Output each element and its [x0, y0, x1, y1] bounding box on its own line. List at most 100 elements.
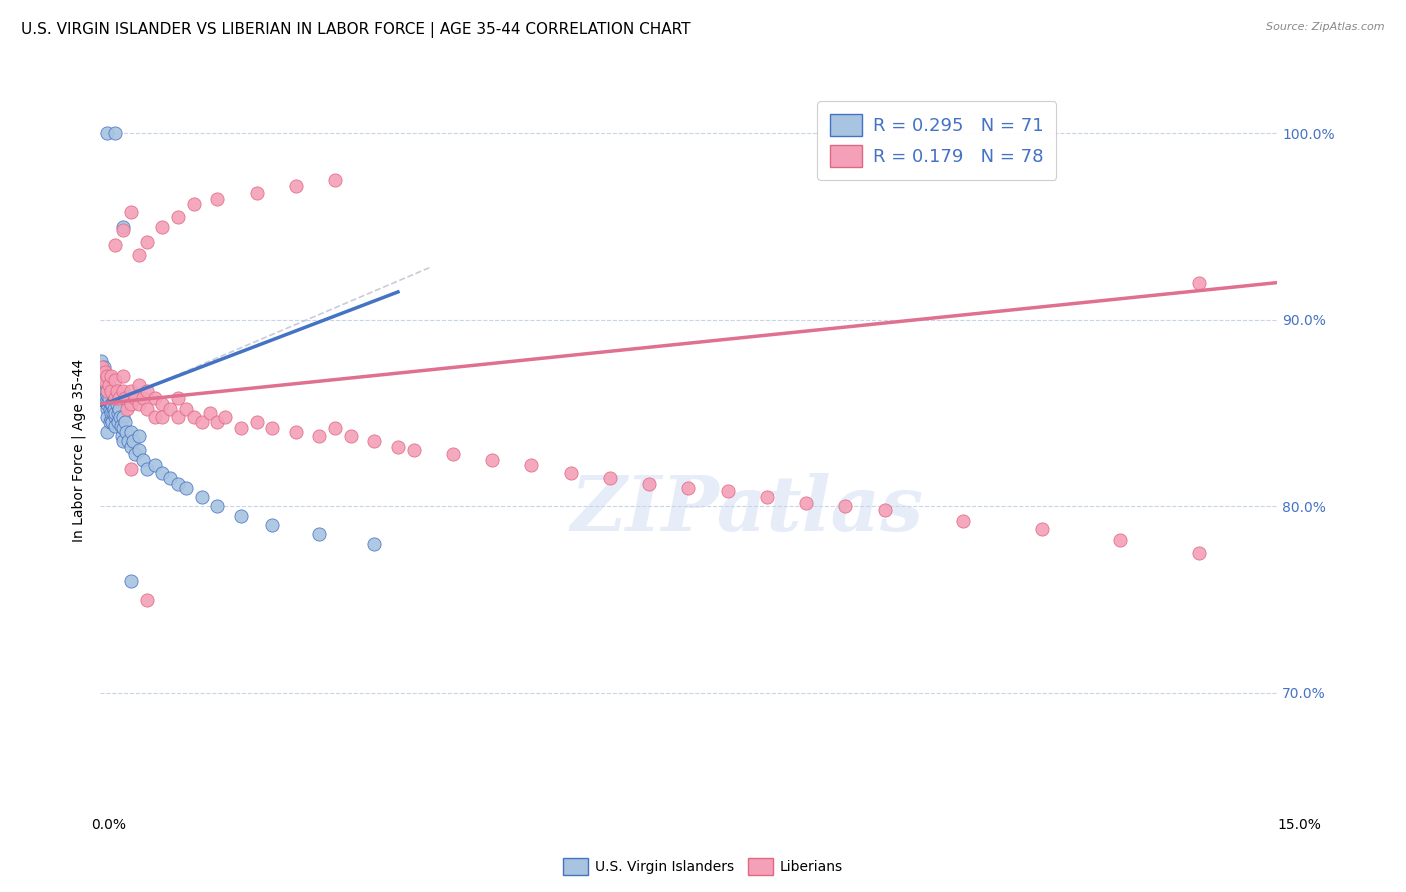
Point	[323, 173, 346, 187]
Point	[104, 406, 127, 420]
Point	[101, 387, 124, 401]
Point	[167, 391, 190, 405]
Point	[229, 421, 252, 435]
Point	[481, 452, 503, 467]
Point	[167, 477, 190, 491]
Point	[340, 428, 363, 442]
Point	[101, 397, 124, 411]
Point	[323, 421, 346, 435]
Point	[112, 223, 135, 237]
Point	[207, 192, 229, 206]
Point	[94, 395, 117, 409]
Point	[207, 500, 229, 514]
Point	[98, 391, 121, 405]
Point	[128, 397, 150, 411]
Point	[363, 434, 385, 449]
Point	[1188, 276, 1211, 290]
Point	[108, 409, 131, 424]
Text: 0.0%: 0.0%	[91, 818, 127, 832]
Point	[110, 428, 132, 442]
Point	[284, 425, 307, 439]
Point	[135, 592, 157, 607]
Point	[112, 409, 135, 424]
Point	[108, 402, 131, 417]
Point	[132, 452, 155, 467]
Point	[104, 373, 127, 387]
Point	[520, 458, 543, 473]
Point	[120, 440, 142, 454]
Point	[560, 466, 582, 480]
Point	[794, 496, 817, 510]
Point	[284, 178, 307, 193]
Point	[91, 373, 114, 387]
Point	[112, 219, 135, 234]
Point	[402, 443, 425, 458]
Point	[152, 409, 174, 424]
Point	[1109, 533, 1132, 547]
Point	[114, 416, 136, 430]
Point	[143, 409, 166, 424]
Point	[96, 384, 118, 398]
Point	[152, 466, 174, 480]
Point	[103, 409, 125, 424]
Point	[120, 204, 142, 219]
Point	[135, 235, 157, 249]
Point	[94, 391, 117, 405]
Point	[246, 186, 269, 200]
Point	[104, 127, 127, 141]
Point	[93, 384, 115, 398]
Point	[94, 375, 117, 389]
Point	[167, 409, 190, 424]
Point	[120, 574, 142, 588]
Point	[100, 411, 122, 425]
Y-axis label: In Labor Force | Age 35-44: In Labor Force | Age 35-44	[72, 359, 86, 542]
Point	[90, 354, 112, 368]
Point	[198, 406, 221, 420]
Point	[873, 503, 896, 517]
Point	[952, 514, 974, 528]
Point	[174, 481, 197, 495]
Point	[107, 416, 129, 430]
Point	[174, 402, 197, 417]
Point	[387, 440, 409, 454]
Point	[100, 384, 122, 398]
Point	[363, 537, 385, 551]
Point	[262, 518, 284, 533]
Point	[96, 425, 118, 439]
Point	[143, 391, 166, 405]
Point	[755, 490, 778, 504]
Point	[120, 462, 142, 476]
Point	[128, 378, 150, 392]
Point	[214, 409, 236, 424]
Point	[94, 378, 117, 392]
Point	[128, 443, 150, 458]
Point	[101, 406, 124, 420]
Point	[112, 384, 135, 398]
Point	[104, 238, 127, 252]
Point	[120, 384, 142, 398]
Point	[105, 384, 128, 398]
Point	[96, 368, 118, 383]
Point	[229, 508, 252, 523]
Point	[1031, 522, 1053, 536]
Point	[91, 365, 114, 379]
Point	[93, 373, 115, 387]
Point	[834, 500, 856, 514]
Point	[112, 421, 135, 435]
Point	[98, 402, 121, 417]
Point	[124, 447, 146, 461]
Point	[104, 419, 127, 434]
Point	[107, 406, 129, 420]
Point	[100, 397, 122, 411]
Point	[104, 391, 127, 405]
Point	[100, 368, 122, 383]
Point	[678, 481, 700, 495]
Point	[246, 416, 269, 430]
Point	[98, 416, 121, 430]
Point	[93, 380, 115, 394]
Point	[599, 471, 621, 485]
Point	[120, 397, 142, 411]
Point	[96, 409, 118, 424]
Point	[100, 384, 122, 398]
Point	[93, 359, 115, 374]
